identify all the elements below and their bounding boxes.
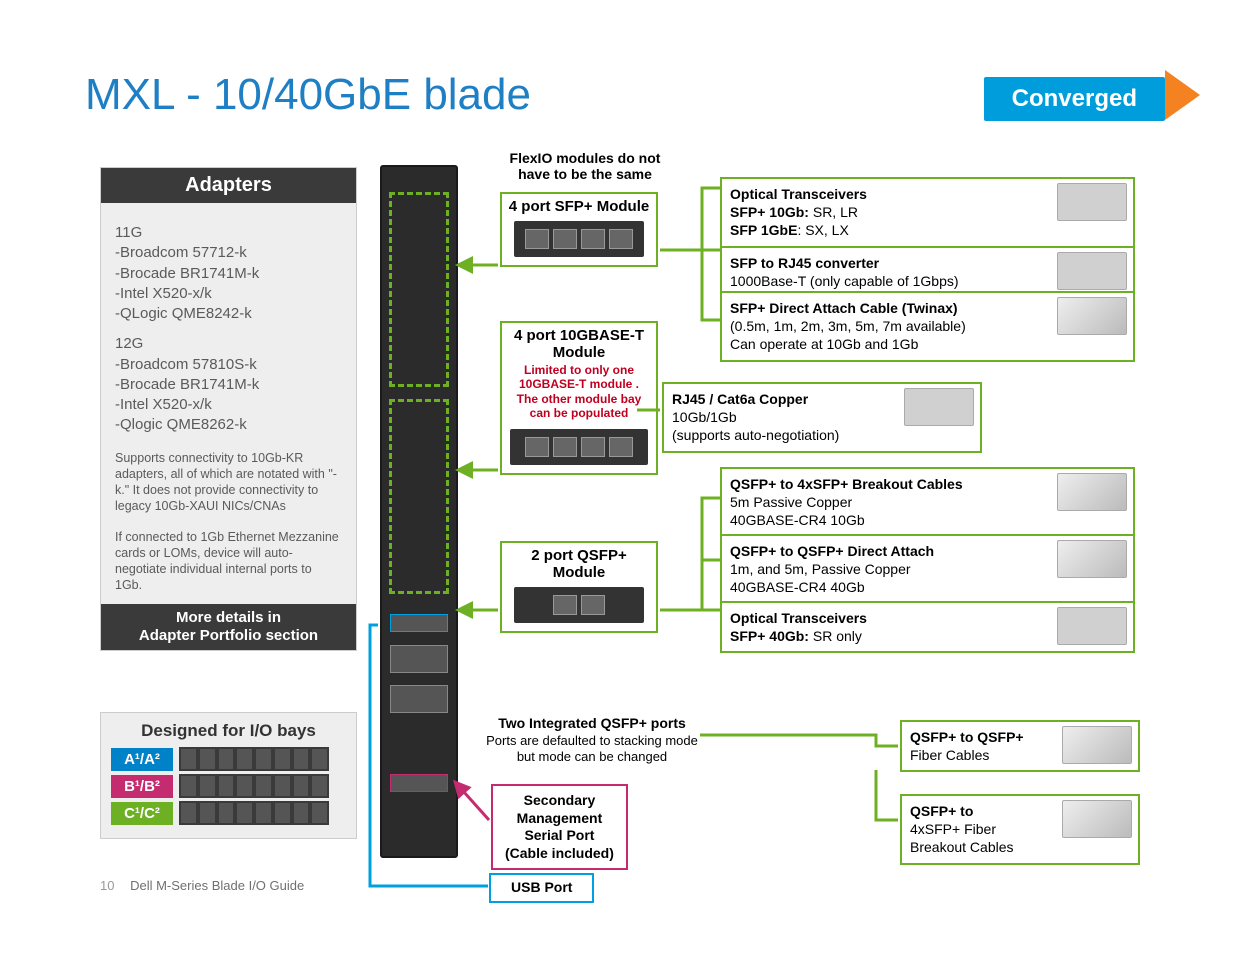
adapters-heading: Adapters: [101, 168, 356, 203]
module-image-icon: [514, 221, 644, 257]
more-details: More details in Adapter Portfolio sectio…: [101, 604, 356, 650]
adapter-item: -Intel X520-x/k: [115, 395, 342, 415]
mgmt-callout: SecondaryManagementSerial Port(Cable inc…: [491, 784, 628, 870]
qsfp-port-2: [390, 685, 448, 713]
product-thumb-icon: [1057, 297, 1127, 335]
module-title: 4 port 10GBASE-T Module: [502, 323, 656, 363]
adapter-item: -QLogic QME8242-k: [115, 304, 342, 324]
info-box-r7: Optical TransceiversSFP+ 40Gb: SR only: [720, 601, 1135, 653]
product-thumb-icon: [1057, 252, 1127, 290]
bay-row: C¹/C²: [111, 801, 346, 825]
bay-row: B¹/B²: [111, 774, 346, 798]
module-image-icon: [514, 587, 644, 623]
flexio-bay-1: [389, 192, 449, 387]
page-title: MXL - 10/40GbE blade: [85, 70, 531, 120]
adapter-item: -Broadcom 57712-k: [115, 243, 342, 263]
bay-grid-icon: [179, 774, 329, 798]
info-box-r3: SFP+ Direct Attach Cable (Twinax)(0.5m, …: [720, 291, 1135, 362]
bay-row: A¹/A²: [111, 747, 346, 771]
bay-badge: B¹/B²: [111, 775, 173, 798]
flexio-bay-2: [389, 399, 449, 594]
product-thumb-icon: [1057, 183, 1127, 221]
product-thumb-icon: [1057, 540, 1127, 578]
info-box-r5: QSFP+ to 4xSFP+ Breakout Cables5m Passiv…: [720, 467, 1135, 538]
bay-badge: C¹/C²: [111, 802, 173, 825]
adapter-item: -Brocade BR1741M-k: [115, 375, 342, 395]
adapter-item: -Broadcom 57810S-k: [115, 355, 342, 375]
adapter-item: -Intel X520-x/k: [115, 284, 342, 304]
info-box-r4: RJ45 / Cat6a Copper10Gb/1Gb(supports aut…: [662, 382, 982, 453]
mgmt-port-graphic: [390, 774, 448, 792]
module-title: 2 port QSFP+ Module: [502, 543, 656, 583]
adapter-note-1: Supports connectivity to 10Gb-KR adapter…: [115, 450, 342, 515]
adapter-note-2: If connected to 1Gb Ethernet Mezzanine c…: [115, 529, 342, 594]
page-number: 10: [100, 878, 114, 893]
gen-11g: 11G -Broadcom 57712-k -Brocade BR1741M-k…: [115, 223, 342, 324]
bay-badge: A¹/A²: [111, 748, 173, 771]
module-image-icon: [510, 429, 648, 465]
footer-text: Dell M-Series Blade I/O Guide: [130, 878, 304, 893]
blade-graphic: [380, 165, 458, 858]
page-footer: 10 Dell M-Series Blade I/O Guide: [100, 878, 304, 893]
adapter-item: -Brocade BR1741M-k: [115, 264, 342, 284]
product-thumb-icon: [904, 388, 974, 426]
flexio-note: FlexIO modules do not have to be the sam…: [495, 150, 675, 182]
io-bays-panel: Designed for I/O bays A¹/A² B¹/B² C¹/C²: [100, 712, 357, 839]
bay-grid-icon: [179, 747, 329, 771]
usb-port-graphic: [390, 614, 448, 632]
arrow-icon: [1165, 70, 1200, 120]
product-thumb-icon: [1062, 800, 1132, 838]
info-box-r9: QSFP+ to4xSFP+ FiberBreakout Cables: [900, 794, 1140, 865]
integrated-qsfp-note: Two Integrated QSFP+ ports Ports are def…: [482, 715, 702, 765]
gen-label: 12G: [115, 334, 342, 354]
adapter-item: -Qlogic QME8262-k: [115, 415, 342, 435]
module-sfp: 4 port SFP+ Module: [500, 192, 658, 267]
info-box-r6: QSFP+ to QSFP+ Direct Attach1m, and 5m, …: [720, 534, 1135, 605]
gen-label: 11G: [115, 223, 342, 243]
module-qsfp: 2 port QSFP+ Module: [500, 541, 658, 633]
info-box-r8: QSFP+ to QSFP+Fiber Cables: [900, 720, 1140, 772]
module-title: 4 port SFP+ Module: [502, 194, 656, 217]
adapters-body: 11G -Broadcom 57712-k -Brocade BR1741M-k…: [101, 203, 356, 604]
converged-badge: Converged: [984, 77, 1165, 121]
module-warning: Limited to only one 10GBASE-T module . T…: [502, 363, 656, 425]
gen-12g: 12G -Broadcom 57810S-k -Brocade BR1741M-…: [115, 334, 342, 435]
adapters-panel: Adapters 11G -Broadcom 57712-k -Brocade …: [100, 167, 357, 651]
product-thumb-icon: [1057, 473, 1127, 511]
module-baseT: 4 port 10GBASE-T ModuleLimited to only o…: [500, 321, 658, 475]
io-bays-title: Designed for I/O bays: [111, 721, 346, 741]
info-box-r1: Optical TransceiversSFP+ 10Gb: SR, LRSFP…: [720, 177, 1135, 248]
product-thumb-icon: [1057, 607, 1127, 645]
bay-grid-icon: [179, 801, 329, 825]
usb-callout: USB Port: [489, 873, 594, 903]
qsfp-port-1: [390, 645, 448, 673]
product-thumb-icon: [1062, 726, 1132, 764]
